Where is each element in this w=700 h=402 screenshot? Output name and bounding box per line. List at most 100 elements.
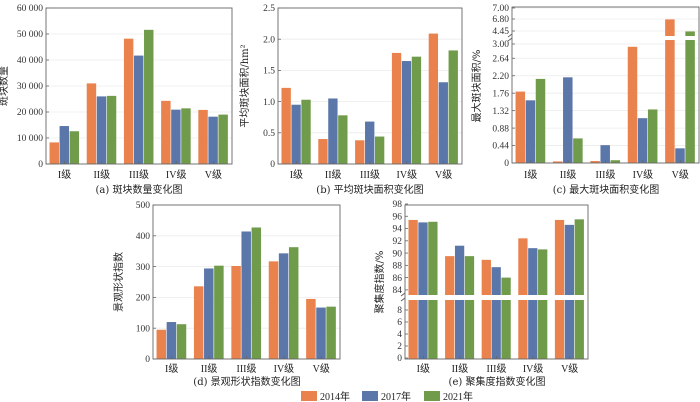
y-tick-label: 100 — [136, 324, 151, 334]
y-tick-label: 400 — [136, 232, 151, 242]
bar-1-1-0 — [291, 104, 301, 164]
bar-3-2-0 — [176, 324, 187, 359]
y-tick-label: 86 — [393, 274, 403, 284]
x-tick-label: III级 — [129, 169, 149, 181]
bar-3-0-2 — [231, 265, 241, 359]
x-tick-label: V级 — [672, 169, 689, 181]
y-tick-label: 1.76 — [492, 89, 509, 99]
chart-caption: (c) 最大斑块面积变化图 — [553, 183, 660, 196]
bar-2-1-1 — [563, 77, 573, 163]
bar-3-2-2 — [251, 227, 262, 359]
y-tick-label: 3.00 — [492, 40, 509, 50]
y-tick-label: 84 — [393, 286, 403, 296]
bar-3-0-4 — [306, 298, 316, 359]
legend-swatch-2017 — [362, 391, 378, 401]
legend-label-2021: 2021年 — [443, 390, 473, 402]
bar-2-2-2 — [610, 160, 621, 163]
x-tick-label: V级 — [313, 363, 330, 375]
x-tick-label: IV级 — [633, 169, 654, 181]
bar-4-2-1 — [464, 256, 475, 359]
bar-1-1-2 — [365, 121, 375, 164]
bar-1-2-4 — [448, 50, 458, 164]
x-tick-label: I级 — [417, 363, 430, 375]
y-tick-label: 0 — [397, 354, 402, 364]
x-tick-label: I级 — [58, 169, 71, 181]
chart-panel-4: 0 2 4 6 8 84 86 88 90 92 94 96 98 I级 II级 III级 IV级 V级 聚集度指数… — [373, 200, 589, 388]
bar-1-0-4 — [428, 33, 439, 164]
y-tick-label: 6 — [397, 318, 402, 328]
x-tick-label: I级 — [524, 169, 537, 181]
bar-4-0-0 — [408, 219, 418, 359]
x-tick-label: IV级 — [397, 169, 418, 181]
y-tick-label: 0 — [270, 160, 275, 170]
y-tick-label: 60 000 — [17, 4, 43, 14]
y-tick-label: 30 000 — [17, 82, 43, 92]
bar-4-2-4 — [574, 219, 584, 359]
y-axis-title: 最大斑块面积/% — [470, 50, 483, 123]
bar-0-0-4 — [198, 109, 208, 164]
y-tick-label: 92 — [393, 237, 403, 247]
bar-3-0-3 — [268, 261, 279, 359]
bar-3-2-1 — [214, 265, 224, 359]
x-tick-label: II级 — [560, 169, 577, 181]
legend-label-2014: 2014年 — [320, 390, 350, 402]
x-tick-label: III级 — [487, 363, 507, 375]
bar-1-0-0 — [281, 87, 291, 164]
bar-1-1-1 — [328, 98, 338, 164]
y-tick-label: 90 — [393, 249, 403, 259]
x-tick-label: III级 — [237, 363, 257, 375]
y-tick-label: 2 — [397, 342, 402, 352]
bar-4-0-1 — [445, 256, 455, 359]
bar-2-1-4 — [675, 148, 685, 163]
legend-swatch-2021 — [424, 391, 440, 401]
x-tick-label: II级 — [325, 169, 342, 181]
y-tick-label: 2.20 — [492, 72, 509, 82]
legend: 2014年 2017年 2021年 — [301, 390, 473, 402]
bar-4-2-2 — [501, 277, 511, 359]
y-tick-label: 200 — [136, 294, 151, 304]
y-tick-label: 10 000 — [17, 134, 43, 144]
bar-0-1-3 — [171, 109, 181, 164]
x-tick-label: I级 — [165, 363, 178, 375]
chart-panel-0: 0 10 000 20 000 30 000 40 000 50 000 60 000 I级 I… — [0, 4, 233, 196]
axis-break-mark — [507, 33, 513, 42]
bar-0-2-4 — [218, 114, 228, 164]
chart-caption: (d) 景观形状指数变化图 — [193, 375, 300, 388]
bar-0-0-3 — [161, 100, 171, 164]
y-tick-label: 0 — [504, 159, 509, 169]
bar-1-2-1 — [338, 115, 348, 164]
bar-4-1-3 — [528, 248, 538, 359]
x-tick-label: III级 — [360, 169, 380, 181]
y-axis-title: 斑块数量 — [0, 66, 10, 106]
y-tick-label: 50 000 — [17, 30, 43, 40]
legend-swatch-2014 — [301, 391, 317, 401]
x-tick-label: IV级 — [166, 169, 187, 181]
y-tick-label: 0 — [145, 355, 150, 365]
bar-1-0-1 — [318, 139, 328, 164]
bar-2-0-0 — [515, 91, 526, 163]
bar-0-0-2 — [123, 38, 134, 164]
bar-2-0-2 — [590, 161, 600, 163]
y-tick-label: 1.32 — [492, 107, 509, 117]
bar-1-2-2 — [374, 136, 385, 164]
bar-4-1-0 — [418, 222, 428, 359]
y-tick-label: 2.0 — [263, 35, 275, 45]
bar-3-2-4 — [326, 306, 336, 359]
x-tick-label: V级 — [435, 169, 452, 181]
x-tick-label: II级 — [93, 169, 110, 181]
y-tick-label: 7.00 — [492, 4, 509, 14]
y-tick-label: 96 — [393, 212, 403, 222]
y-axis-title: 景观形状指数 — [112, 252, 125, 312]
y-tick-label: 4.45 — [492, 27, 509, 37]
bar-3-1-0 — [166, 322, 177, 359]
y-tick-label: 4 — [397, 330, 402, 340]
bar-3-2-3 — [288, 247, 299, 359]
bar-0-1-2 — [133, 55, 144, 164]
bar-2-1-2 — [600, 145, 610, 163]
bar-0-2-3 — [181, 108, 191, 164]
y-tick-label: 88 — [393, 262, 403, 272]
bar-1-2-0 — [301, 99, 311, 164]
chart-caption: (b) 平均斑块面积变化图 — [316, 183, 423, 196]
bar-0-2-0 — [69, 131, 80, 164]
